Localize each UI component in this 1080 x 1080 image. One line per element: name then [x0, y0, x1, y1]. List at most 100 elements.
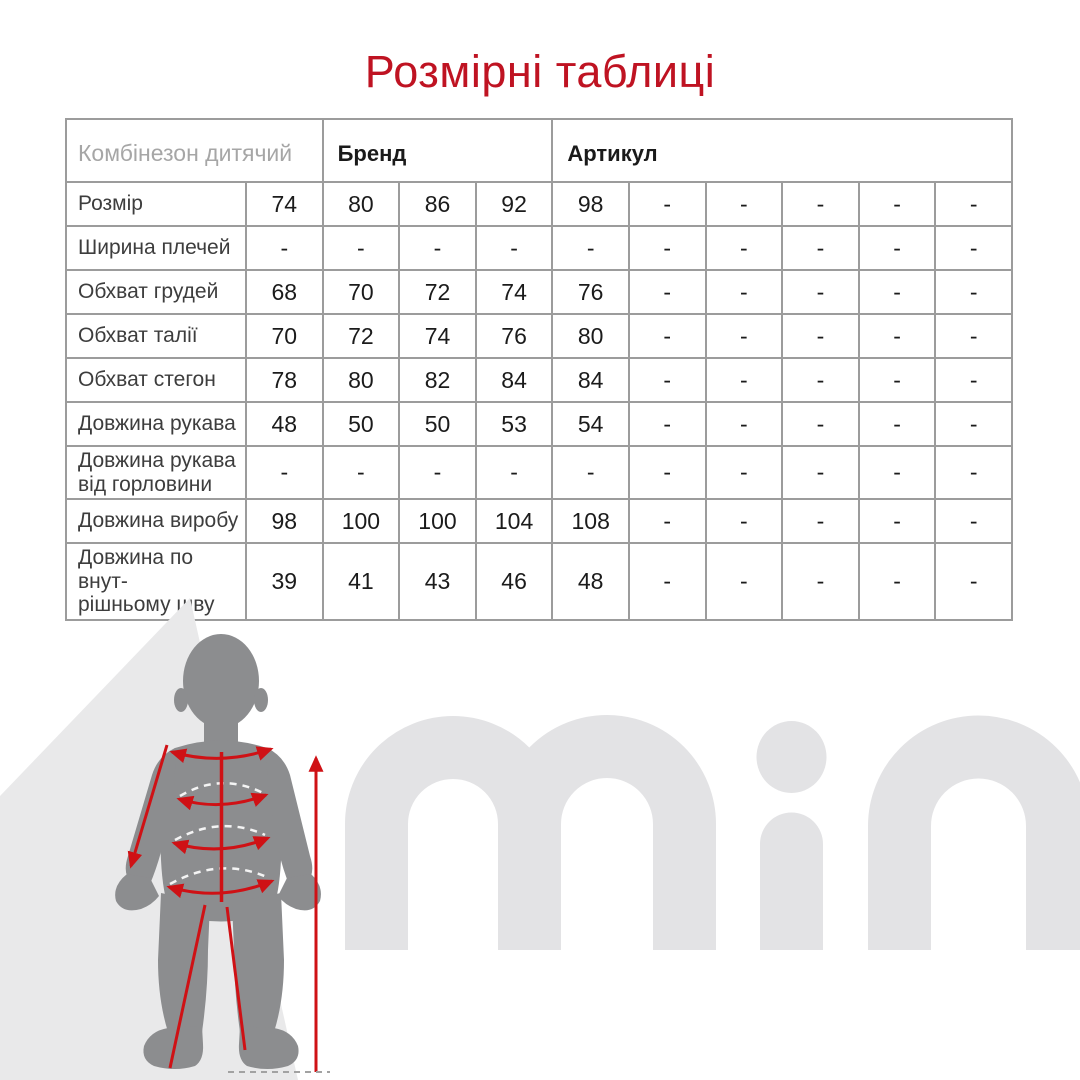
silhouette-hand-left	[115, 874, 159, 911]
row-value: -	[627, 357, 707, 403]
row-label: Розмір	[65, 181, 247, 227]
row-value: -	[627, 542, 707, 621]
child-silhouette	[115, 634, 321, 1069]
hip-girth-arc	[171, 836, 271, 855]
row-value: -	[934, 498, 1013, 545]
row-value: -	[627, 498, 707, 545]
waist-girth-arc	[176, 792, 269, 811]
row-value: -	[321, 225, 401, 271]
row-value: 54	[551, 401, 630, 447]
row-value: -	[934, 401, 1013, 447]
row-value: 80	[321, 357, 401, 403]
row-value: 50	[321, 401, 401, 447]
article-header-cell: Артикул	[551, 118, 1013, 183]
row-value: 48	[245, 401, 324, 447]
row-label: Ширина плечей	[65, 225, 247, 271]
row-value: 84	[474, 357, 554, 403]
row-value: -	[704, 498, 784, 545]
row-value: 108	[551, 498, 630, 545]
row-value: 78	[245, 357, 324, 403]
row-value: -	[781, 313, 860, 359]
row-value: -	[704, 181, 784, 227]
row-value: -	[704, 313, 784, 359]
row-value: -	[857, 181, 937, 227]
seat-girth-arc	[166, 879, 275, 899]
row-value: -	[934, 225, 1013, 271]
row-value: -	[704, 444, 784, 501]
silhouette-head	[183, 634, 259, 728]
row-value: -	[857, 444, 937, 501]
row-value: -	[781, 542, 860, 621]
row-label: Обхват стегон	[65, 357, 247, 403]
row-value: -	[781, 498, 860, 545]
backdrop-diamond	[0, 598, 298, 1080]
hip-dashed-arc	[174, 824, 266, 842]
row-label: Довжина рукава від горловини	[65, 444, 247, 501]
size-table-body: Комбінезон дитячий Бренд Артикул Розмір 7…	[65, 118, 1013, 621]
row-value: 80	[551, 313, 630, 359]
chest-girth-arc	[169, 746, 274, 763]
brand-header-cell: Бренд	[321, 118, 554, 183]
row-value: -	[551, 444, 630, 501]
silhouette-hand-right	[278, 874, 321, 911]
row-value: -	[704, 269, 784, 315]
row-value: -	[781, 401, 860, 447]
seat-dashed-arc	[169, 867, 270, 886]
row-value: 74	[474, 269, 554, 315]
row-value: 84	[551, 357, 630, 403]
silhouette-foot-left	[143, 1026, 204, 1069]
silhouette-ear-right	[254, 688, 268, 712]
row-value: 98	[551, 181, 630, 227]
row-value: 100	[398, 498, 477, 545]
row-value: -	[934, 313, 1013, 359]
table-row: Довжина по внут- рішньому шву 39 41 43 46 48-…	[65, 542, 1013, 621]
inseam-line-left	[168, 904, 207, 1069]
row-value: 76	[551, 269, 630, 315]
table-row: Довжина рукава від горловини - - - - - - - - - -	[65, 444, 1013, 501]
silhouette-ear-left	[174, 688, 188, 712]
row-label: Довжина рукава	[65, 401, 247, 447]
row-value: -	[934, 542, 1013, 621]
row-value: 74	[245, 181, 324, 227]
row-value: -	[245, 225, 324, 271]
row-value: -	[934, 181, 1013, 227]
row-value: 82	[398, 357, 477, 403]
table-row: Розмір 74 80 86 92 98- - - - -	[65, 181, 1013, 227]
row-value: 72	[398, 269, 477, 315]
row-value: -	[627, 401, 707, 447]
row-label: Довжина виробу	[65, 498, 247, 545]
row-value: -	[781, 181, 860, 227]
measurement-marks	[127, 744, 324, 1072]
row-value: -	[627, 313, 707, 359]
waist-dashed-arc	[179, 782, 264, 798]
row-value: -	[934, 357, 1013, 403]
table-header-row: Комбінезон дитячий Бренд Артикул	[65, 118, 1013, 183]
table-row: Обхват талії 70 72 74 76 80- - - - -	[65, 313, 1013, 359]
watermark-letter-i	[760, 812, 823, 950]
row-value: 70	[245, 313, 324, 359]
row-value: 41	[321, 542, 401, 621]
inseam-line-right	[225, 906, 247, 1051]
row-value: 46	[474, 542, 554, 621]
row-value: -	[934, 269, 1013, 315]
page-title: Розмірні таблиці	[364, 46, 716, 97]
row-value: 68	[245, 269, 324, 315]
table-row: Ширина плечей - - - - - - - - - -	[65, 225, 1013, 271]
row-value: -	[627, 269, 707, 315]
row-value: -	[321, 444, 401, 501]
watermark-min-logo	[345, 715, 1080, 950]
watermark-letter-m	[345, 715, 716, 950]
row-label: Обхват грудей	[65, 269, 247, 315]
table-row: Довжина рукава 48 50 50 53 54- - - - -	[65, 401, 1013, 447]
dashed-girth-guides	[169, 782, 270, 886]
row-value: -	[398, 444, 477, 501]
product-name-cell: Комбінезон дитячий	[65, 118, 324, 183]
row-value: -	[857, 269, 937, 315]
row-value: 43	[398, 542, 477, 621]
row-value: -	[627, 444, 707, 501]
row-value: -	[704, 401, 784, 447]
row-value: 48	[551, 542, 630, 621]
size-table: Комбінезон дитячий Бренд Артикул Розмір 7…	[65, 118, 1013, 621]
silhouette-neck	[204, 716, 238, 750]
